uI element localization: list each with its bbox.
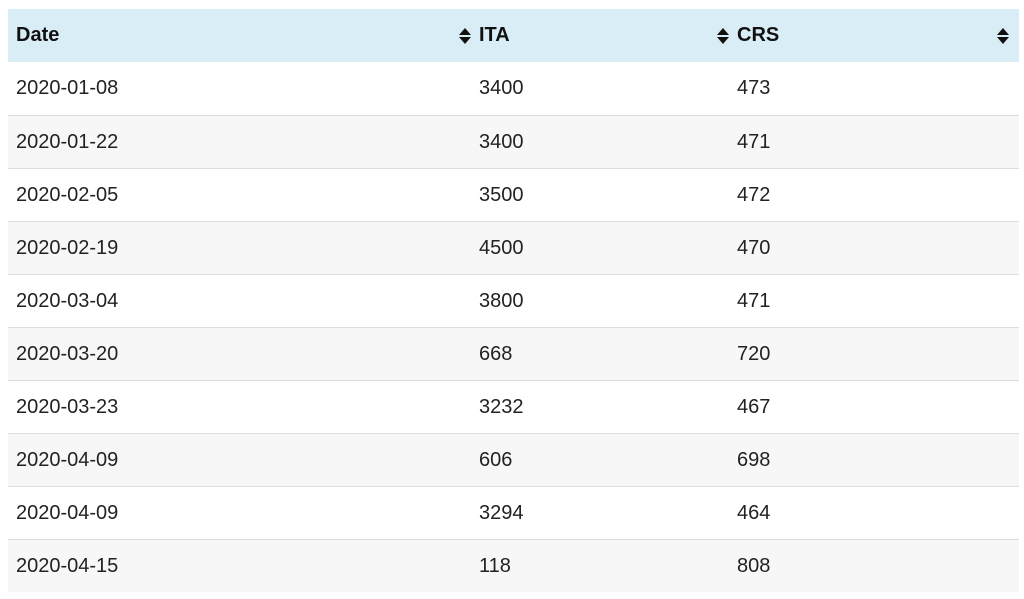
cell-crs: 471 <box>737 130 771 153</box>
cell-date: 2020-04-15 <box>16 554 119 577</box>
table-row: 2020-02-05 3500 472 <box>8 168 1019 221</box>
cell-ita: 3400 <box>479 77 524 99</box>
cell-date: 2020-04-09 <box>16 501 119 524</box>
table-row: 2020-03-04 3800 471 <box>8 274 1019 327</box>
sort-both-icon[interactable] <box>997 27 1009 45</box>
cell-date: 2020-03-23 <box>16 395 119 418</box>
cell-crs: 808 <box>737 554 771 577</box>
column-header-label: Date <box>16 24 60 46</box>
cell-ita: 3294 <box>479 501 524 524</box>
cell-date: 2020-02-19 <box>16 236 119 259</box>
table-row: 2020-01-08 3400 473 <box>8 62 1019 115</box>
cell-ita: 606 <box>479 448 513 471</box>
column-header-date[interactable]: Date <box>8 9 479 62</box>
cell-crs: 471 <box>737 289 771 312</box>
cell-ita: 3500 <box>479 183 524 206</box>
column-header-label: CRS <box>737 24 780 46</box>
table-row: 2020-04-15 118 808 <box>8 539 1019 592</box>
cell-date: 2020-01-22 <box>16 130 119 153</box>
cell-date: 2020-03-20 <box>16 342 119 365</box>
cell-crs: 470 <box>737 236 771 259</box>
cell-ita: 118 <box>479 554 511 577</box>
column-header-ita[interactable]: ITA <box>479 9 737 62</box>
table-row: 2020-01-22 3400 471 <box>8 115 1019 168</box>
table-row: 2020-04-09 606 698 <box>8 433 1019 486</box>
table-body: 2020-01-08 3400 473 2020-01-22 3400 471 2020-0… <box>8 62 1019 592</box>
data-table: Date ITA CRS 2020-01-08 3400 473 2020-01-22… <box>8 9 1019 592</box>
sort-both-icon[interactable] <box>459 27 471 45</box>
cell-date: 2020-04-09 <box>16 448 119 471</box>
column-header-crs[interactable]: CRS <box>737 9 1019 62</box>
cell-ita: 3400 <box>479 130 524 153</box>
cell-crs: 467 <box>737 395 771 418</box>
cell-crs: 464 <box>737 501 771 524</box>
table-row: 2020-03-23 3232 467 <box>8 380 1019 433</box>
cell-crs: 720 <box>737 342 771 365</box>
table-row: 2020-04-09 3294 464 <box>8 486 1019 539</box>
cell-crs: 472 <box>737 183 771 206</box>
cell-date: 2020-01-08 <box>16 77 119 99</box>
table-header: Date ITA CRS <box>8 9 1019 62</box>
cell-date: 2020-03-04 <box>16 289 119 312</box>
cell-ita: 3232 <box>479 395 524 418</box>
sort-both-icon[interactable] <box>717 27 729 45</box>
table-row: 2020-02-19 4500 470 <box>8 221 1019 274</box>
cell-date: 2020-02-05 <box>16 183 119 206</box>
cell-ita: 4500 <box>479 236 524 259</box>
cell-crs: 473 <box>737 77 771 99</box>
cell-crs: 698 <box>737 448 771 471</box>
cell-ita: 668 <box>479 342 513 365</box>
column-header-label: ITA <box>479 24 510 46</box>
cell-ita: 3800 <box>479 289 524 312</box>
table-row: 2020-03-20 668 720 <box>8 327 1019 380</box>
